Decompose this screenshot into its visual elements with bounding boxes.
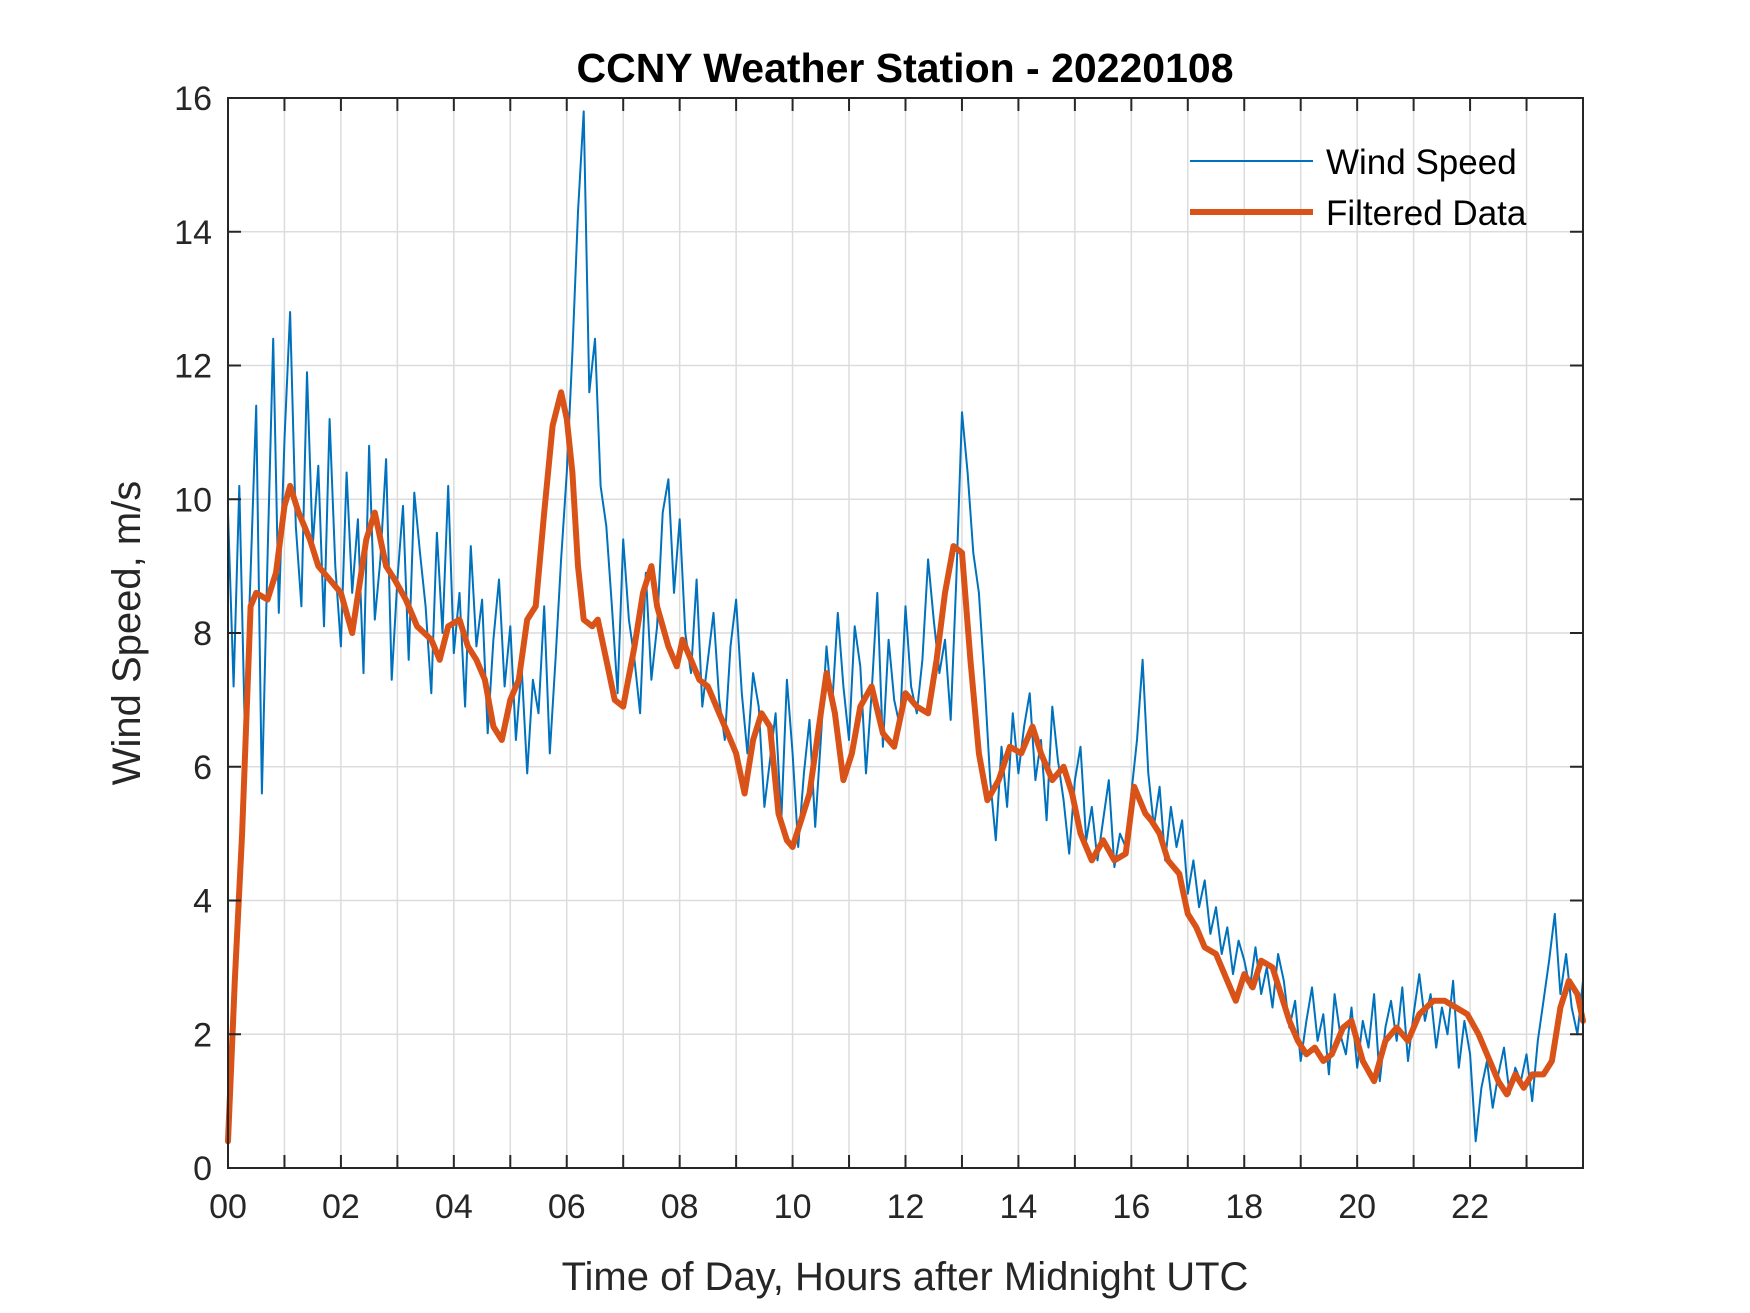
- filtered-data-line: [225, 389, 1586, 1145]
- y-tick-label: 12: [174, 348, 212, 386]
- x-tick-label: 00: [209, 1188, 247, 1226]
- x-tick-label: 20: [1338, 1188, 1376, 1226]
- legend-filtered-data-label: Filtered Data: [1326, 194, 1527, 233]
- y-tick-label: 4: [193, 883, 212, 921]
- x-tick-label: 14: [1000, 1188, 1038, 1226]
- x-tick-label: 22: [1451, 1188, 1489, 1226]
- x-tick-label: 16: [1112, 1188, 1150, 1226]
- x-tick-label: 02: [322, 1188, 360, 1226]
- axis-ticks: [228, 97, 1583, 1169]
- y-tick-label: 6: [193, 749, 212, 787]
- y-tick-label: 10: [174, 481, 212, 519]
- wind-speed-series: [227, 110, 1584, 1143]
- y-tick-label: 0: [193, 1150, 212, 1188]
- x-tick-label: 08: [661, 1188, 699, 1226]
- y-tick-label: 2: [193, 1016, 212, 1054]
- y-axis-label: Wind Speed, m/s: [105, 481, 149, 786]
- wind-speed-line: [227, 110, 1584, 1143]
- x-tick-label: 06: [548, 1188, 586, 1226]
- x-tick-label: 10: [774, 1188, 812, 1226]
- x-tick-label: 18: [1225, 1188, 1263, 1226]
- y-tick-labels: 0 2 4 6 8 10 12 14 16: [174, 80, 212, 1188]
- x-tick-label: 04: [435, 1188, 473, 1226]
- x-tick-labels: 00 02 04 06 08 10 12 14 16 18 20 22: [209, 1188, 1489, 1226]
- grid-lines: [228, 98, 1583, 1168]
- y-tick-label: 14: [174, 214, 212, 252]
- y-tick-label: 16: [174, 80, 212, 118]
- y-tick-label: 8: [193, 615, 212, 653]
- chart-title: CCNY Weather Station - 20220108: [576, 45, 1233, 91]
- filtered-data-series: [225, 389, 1586, 1145]
- x-axis-label: Time of Day, Hours after Midnight UTC: [562, 1255, 1249, 1299]
- legend-wind-speed-label: Wind Speed: [1326, 143, 1517, 182]
- legend: Wind Speed Filtered Data: [1190, 143, 1527, 233]
- x-tick-label: 12: [887, 1188, 925, 1226]
